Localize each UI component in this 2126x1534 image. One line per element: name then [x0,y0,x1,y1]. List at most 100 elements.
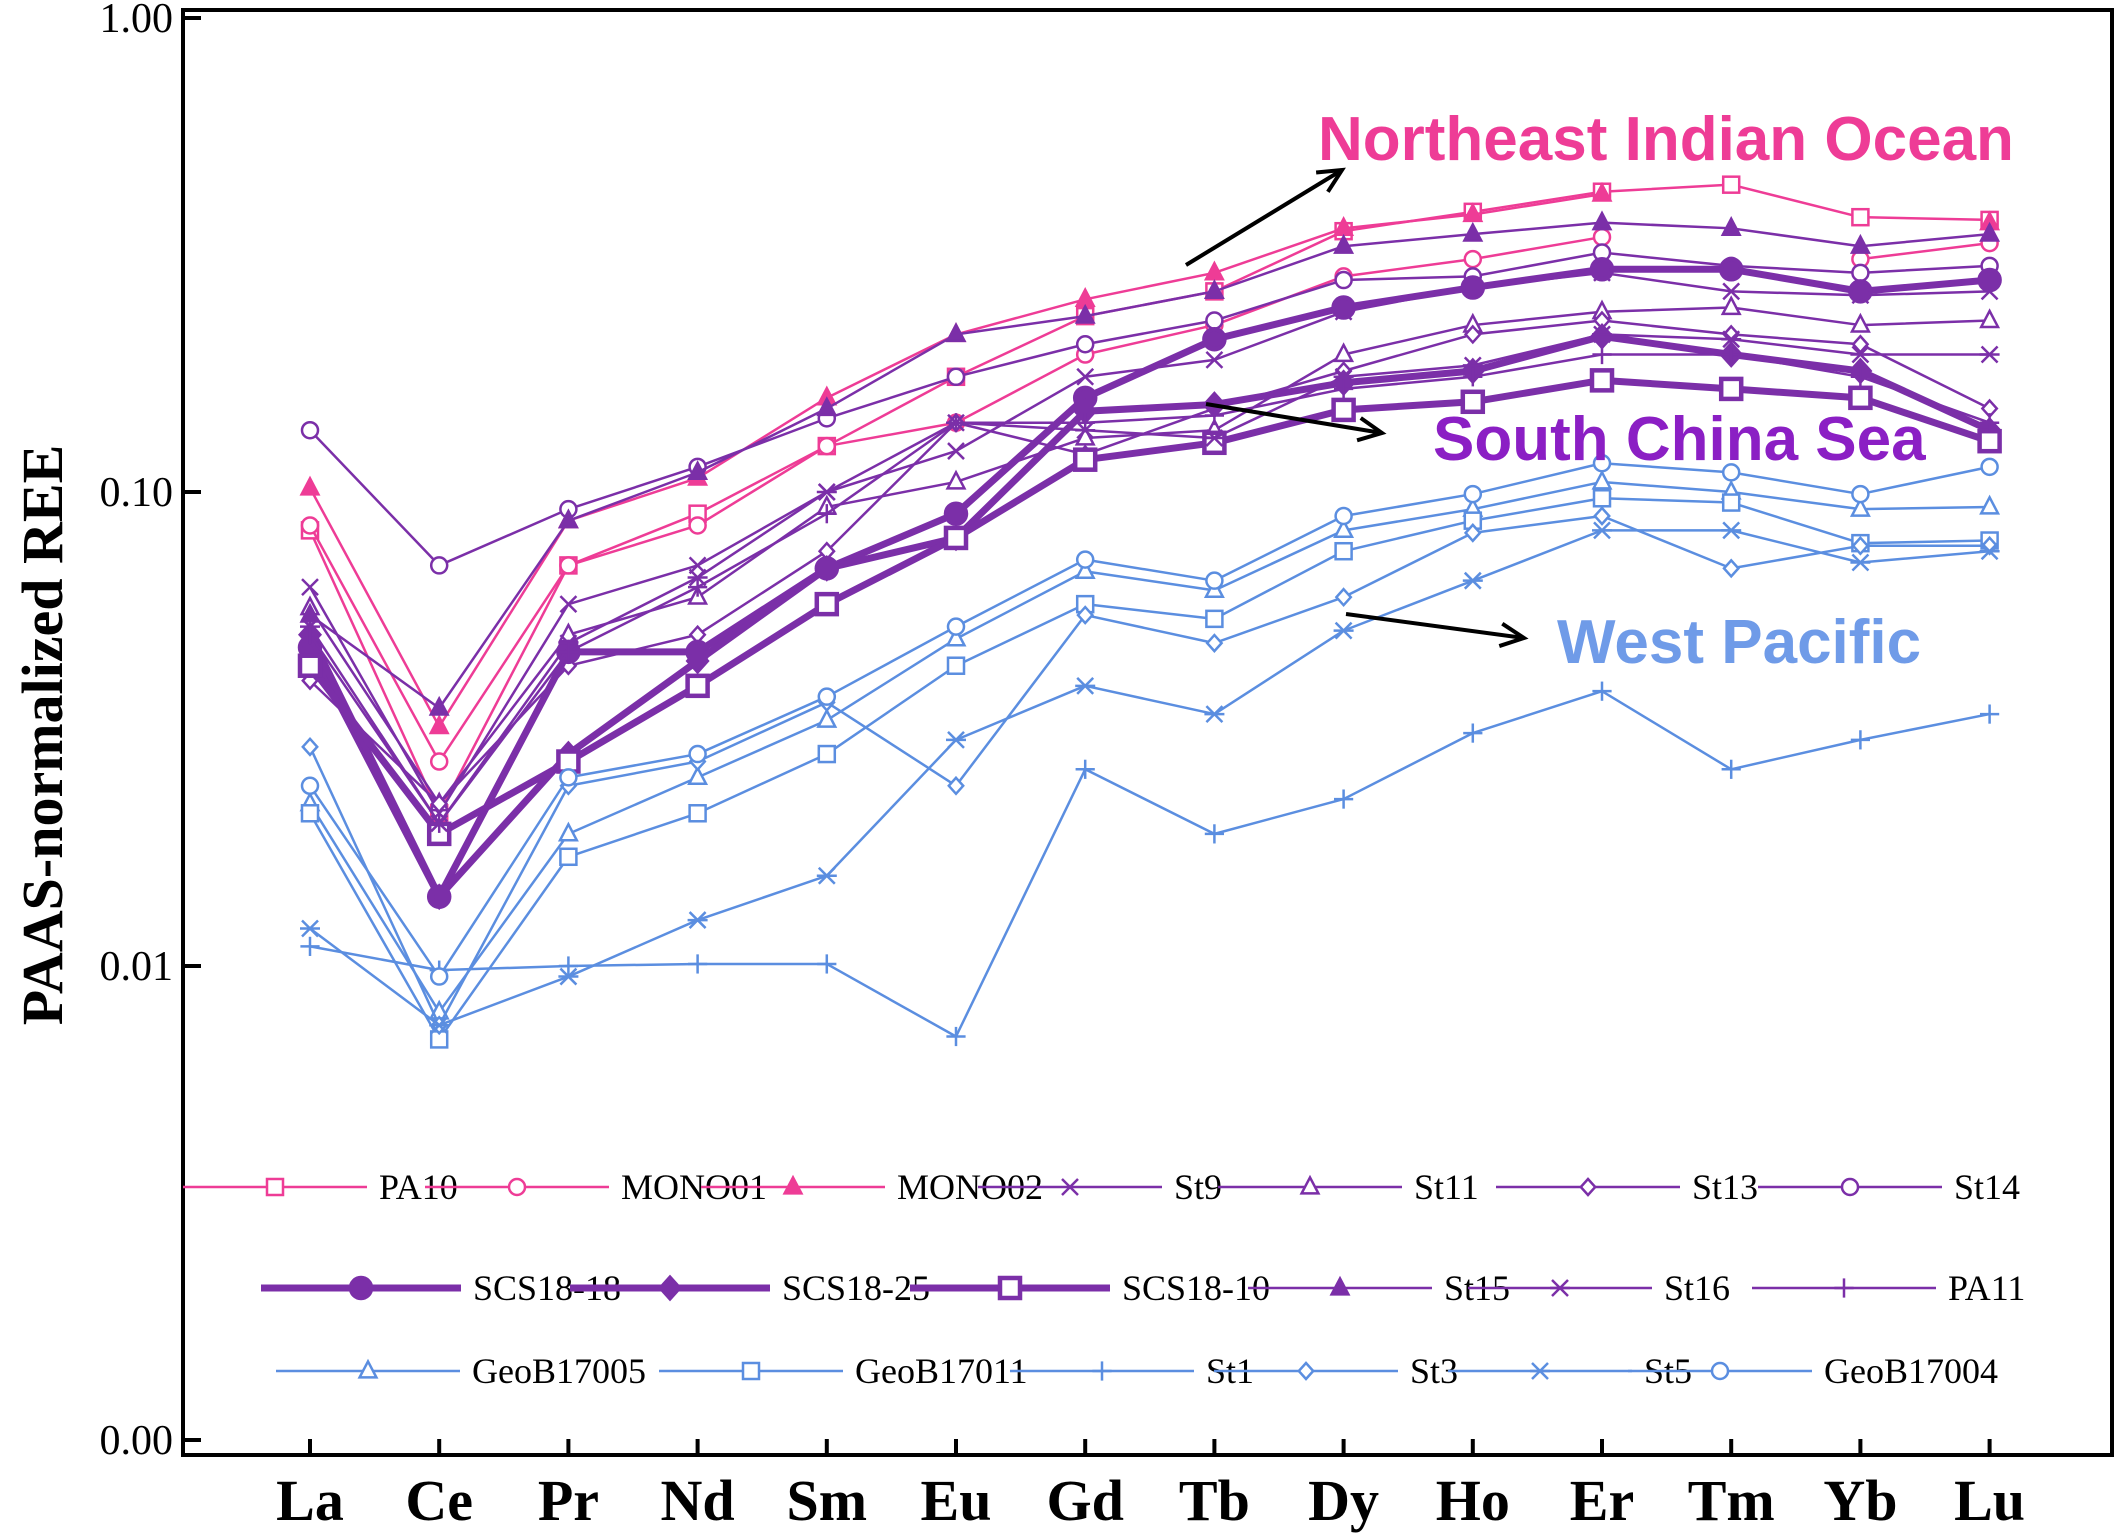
data-point-st3-tm [1722,558,1741,579]
data-point-geob17005-gd [1074,559,1096,580]
data-point-geob17005-pr [557,821,579,842]
legend-item-geob17011: GeoB17011 [659,1351,1028,1391]
data-point-scs18-25-sm [814,555,839,582]
data-point-mono01-nd [688,516,707,535]
data-point-mono01-ho [1463,249,1483,269]
x-tick-label-ce: Ce [405,1468,473,1533]
data-point-geob17011-pr [559,847,578,867]
series-pa11 [300,344,2000,833]
legend-item-pa11: PA11 [1752,1268,2025,1308]
data-point-st14-yb [1851,263,1870,283]
data-point-st3-lu [1980,535,1999,556]
x-tick-label-ho: Ho [1436,1468,1510,1533]
data-point-st5-ho [1462,571,1483,590]
series-geob17005 [299,469,2001,1020]
plot-frame [181,8,2114,1457]
data-point-st5-lu [1979,542,2000,561]
data-point-pa10-tm [1721,175,1741,194]
series-st5 [300,521,2000,1035]
series-line-st13 [309,319,1991,805]
data-point-pa11-ce [429,813,449,833]
data-point-scs18-10-yb [1848,385,1873,411]
y-tick-label: 0.10 [100,470,174,516]
data-point-st1-sm [817,954,837,974]
legend-item-geob17005: GeoB17005 [276,1351,646,1391]
data-point-st15-nd [687,460,709,481]
data-point-st9-eu [947,442,965,460]
data-point-st9-la [301,578,319,596]
data-point-mono02-er [1591,181,1613,202]
data-point-scs18-18-dy [1331,295,1356,320]
data-point-mono01-er [1592,227,1612,247]
data-point-st5-tb [1204,705,1225,723]
data-point-st3-tb [1205,633,1224,653]
data-point-scs18-18-tm [1718,257,1744,282]
series-st11 [299,295,2001,812]
x-tick-label-nd: Nd [661,1468,735,1533]
data-point-st11-yb [1849,312,1871,333]
data-point-scs18-18-tb [1202,327,1227,352]
series-line-st3 [308,514,1990,1027]
data-point-st9-gd [1076,367,1095,386]
data-point-geob17004-lu [1980,457,1999,477]
data-point-st1-yb [1850,730,1870,750]
legend-marker [1092,1361,1112,1381]
data-point-geob17004-nd [688,744,707,764]
data-point-st11-eu [945,469,967,490]
data-point-scs18-10-nd [685,673,710,699]
data-point-geob17004-la [300,776,320,796]
data-point-mono02-ce [428,714,450,735]
legend-marker [1329,1275,1351,1296]
legend-label: GeoB17005 [472,1351,646,1391]
data-point-mono01-pr [559,556,578,575]
data-point-st1-dy [1334,789,1354,809]
legend-item-st16: St16 [1468,1268,1730,1308]
legend-label: St9 [1174,1167,1222,1207]
data-point-scs18-10-er [1589,368,1615,393]
x-tick-label-dy: Dy [1308,1468,1379,1533]
data-point-geob17005-eu [945,626,967,647]
data-point-mono01-sm [817,436,837,456]
data-point-st1-tm [1721,759,1741,779]
legend-item-scs18-10: SCS18-10 [910,1268,1270,1308]
data-point-st3-dy [1334,587,1353,608]
data-point-st13-ce [430,793,449,814]
data-point-mono02-la [299,475,321,496]
series-line-st1 [309,689,1990,1038]
data-point-scs18-10-lu [1977,428,2002,454]
data-point-scs18-18-er [1589,257,1615,282]
data-point-pa11-la [300,625,320,645]
data-point-geob17005-nd [687,765,709,786]
data-point-geob17005-dy [1333,518,1355,539]
data-point-st14-dy [1334,270,1353,290]
data-point-st15-tb [1203,279,1225,300]
data-point-st15-eu [945,322,967,343]
data-point-st1-pr [558,956,578,976]
data-point-st5-dy [1333,621,1354,640]
data-point-st1-tb [1204,824,1224,844]
data-point-st15-la [299,602,321,623]
data-point-geob17005-yb [1849,496,1871,517]
legend-item-st11: St11 [1218,1167,1479,1207]
data-point-pa10-yb [1851,207,1870,227]
legend-marker [1530,1362,1550,1380]
data-point-st5-sm [816,866,837,885]
data-point-scs18-18-lu [1977,267,2002,293]
x-tick-label-la: La [276,1468,344,1533]
x-tick-label-lu: Lu [1954,1468,2025,1533]
series-st9 [301,263,1999,823]
data-point-geob17004-ho [1463,484,1483,504]
data-point-scs18-18-eu [943,501,969,526]
data-point-st1-gd [1075,759,1095,779]
legend-label: St11 [1414,1167,1479,1207]
data-point-st1-eu [946,1026,966,1047]
legend-label: SCS18-25 [782,1268,930,1308]
data-point-geob17004-gd [1075,550,1095,569]
series-line-st16 [308,333,1990,825]
data-point-st15-er [1591,210,1613,231]
legend-marker [1299,1174,1321,1195]
data-point-st14-ce [429,556,449,575]
series-line-scs18-18 [306,265,1990,901]
